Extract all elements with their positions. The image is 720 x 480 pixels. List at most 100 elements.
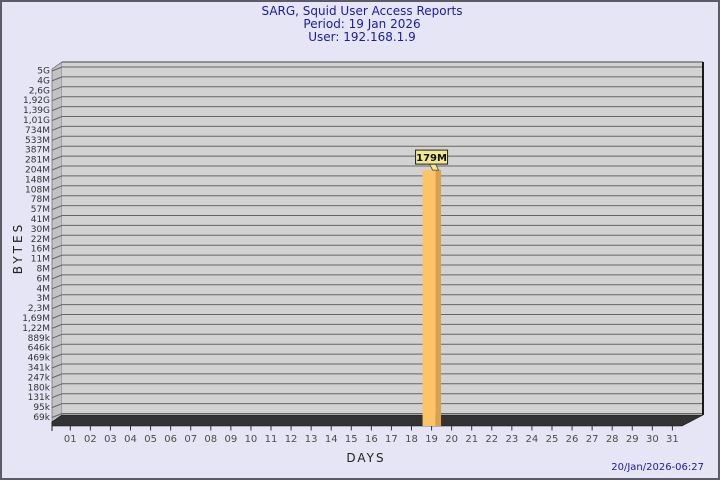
chart-title-block: SARG, Squid User Access Reports Period: … — [2, 4, 718, 44]
y-tick-label: 131k — [28, 393, 51, 403]
y-tick-label: 204M — [25, 166, 50, 176]
y-tick-label: 646k — [28, 344, 51, 354]
y-tick-mark — [51, 254, 63, 260]
y-tick-mark — [51, 314, 63, 319]
y-tick-mark — [51, 66, 63, 72]
y-tick-mark — [51, 195, 63, 201]
y-tick-mark — [51, 353, 63, 359]
x-tick-label: 16 — [365, 434, 378, 445]
y-tick-mark — [51, 284, 63, 290]
x-tick-label: 13 — [305, 434, 318, 445]
x-tick-label: 08 — [204, 434, 217, 445]
y-tick-mark — [51, 86, 63, 92]
y-tick-label: 3M — [37, 294, 51, 304]
y-tick-mark — [51, 363, 63, 369]
axis-floor-3d — [51, 414, 704, 427]
y-tick-label: 247k — [28, 373, 51, 383]
y-tick-mark — [51, 234, 63, 240]
y-tick-label: 4M — [37, 284, 51, 294]
y-tick-mark — [51, 155, 63, 161]
y-tick-label: 387M — [25, 146, 50, 156]
y-tick-label: 2,6G — [29, 86, 50, 96]
x-tick-label: 18 — [405, 434, 418, 445]
y-tick-mark — [51, 373, 63, 379]
x-axis-title: DAYS — [346, 451, 386, 465]
axis-wall-3d — [51, 61, 63, 423]
y-tick-label: 69k — [33, 413, 50, 423]
x-tick-label: 05 — [144, 434, 157, 445]
y-tick-mark — [51, 333, 63, 339]
bar-day-19 — [422, 170, 436, 426]
y-tick-mark — [51, 135, 63, 141]
chart-user: User: 192.168.1.9 — [308, 30, 416, 44]
y-tick-mark — [51, 205, 63, 211]
chart-title: SARG, Squid User Access Reports — [261, 4, 463, 18]
y-tick-mark — [51, 294, 63, 300]
y-tick-label: 5G — [37, 67, 50, 77]
y-tick-label: 4G — [37, 76, 50, 86]
x-tick-label: 25 — [546, 434, 559, 445]
bar-day-19-side — [435, 170, 442, 426]
y-tick-mark — [51, 76, 63, 82]
x-tick-label: 01 — [64, 434, 77, 445]
x-tick-label: 02 — [84, 434, 97, 445]
y-tick-label: 57M — [31, 205, 50, 215]
x-tick-label: 10 — [245, 434, 258, 445]
y-tick-label: 1,39G — [23, 106, 50, 116]
y-tick-label: 889k — [28, 334, 51, 344]
x-tick-label: 03 — [104, 434, 117, 445]
y-tick-label: 16M — [31, 245, 50, 255]
y-tick-mark — [51, 175, 63, 181]
y-tick-label: 1,92G — [23, 96, 50, 106]
y-tick-mark — [51, 304, 63, 310]
y-tick-mark — [51, 116, 63, 121]
y-tick-label: 78M — [31, 195, 50, 205]
x-tick-label: 28 — [606, 434, 619, 445]
y-tick-mark — [51, 106, 63, 112]
x-tick-label: 22 — [485, 434, 498, 445]
x-tick-label: 31 — [666, 434, 679, 445]
x-tick-label: 27 — [586, 434, 599, 445]
x-tick-label: 07 — [184, 434, 197, 445]
x-tick-label: 06 — [164, 434, 177, 445]
x-tick-label: 30 — [646, 434, 659, 445]
x-tick-label: 11 — [265, 434, 278, 445]
x-tick-label: 17 — [385, 434, 398, 445]
y-tick-label: 469k — [28, 354, 51, 364]
chart-period: Period: 19 Jan 2026 — [303, 17, 421, 31]
y-tick-label: 2,3M — [28, 304, 50, 314]
y-tick-label: 95k — [33, 403, 50, 413]
y-tick-mark — [51, 274, 63, 280]
y-tick-mark — [51, 343, 63, 349]
x-tick-label: 14 — [325, 434, 338, 445]
y-tick-mark — [51, 413, 63, 418]
bar-value-label: 179M — [416, 153, 447, 164]
y-tick-label: 8M — [37, 265, 51, 275]
y-tick-label: 11M — [31, 255, 50, 265]
y-tick-mark — [51, 215, 63, 220]
y-tick-mark — [51, 96, 63, 102]
y-tick-label: 281M — [25, 156, 50, 166]
x-tick-label: 24 — [526, 434, 539, 445]
y-tick-label: 30M — [31, 225, 50, 235]
y-tick-mark — [51, 185, 63, 191]
y-tick-mark — [51, 403, 63, 409]
y-tick-label: 1,22M — [22, 324, 50, 334]
x-tick-label: 09 — [224, 434, 237, 445]
x-tick-label: 21 — [465, 434, 478, 445]
x-tick-label: 20 — [445, 434, 458, 445]
report-timestamp: 20/Jan/2026-06:27 — [611, 462, 704, 473]
x-tick-label: 26 — [566, 434, 579, 445]
y-tick-mark — [51, 383, 63, 389]
y-tick-label: 180k — [28, 383, 51, 393]
y-tick-label: 1,01G — [23, 116, 50, 126]
y-tick-label: 6M — [37, 274, 51, 284]
x-tick-label: 19 — [425, 434, 438, 445]
y-tick-label: 108M — [25, 185, 50, 195]
y-axis-title: BYTES — [11, 221, 25, 275]
y-tick-label: 1,69M — [22, 314, 50, 324]
x-tick-label: 12 — [285, 434, 298, 445]
y-tick-mark — [51, 224, 63, 230]
